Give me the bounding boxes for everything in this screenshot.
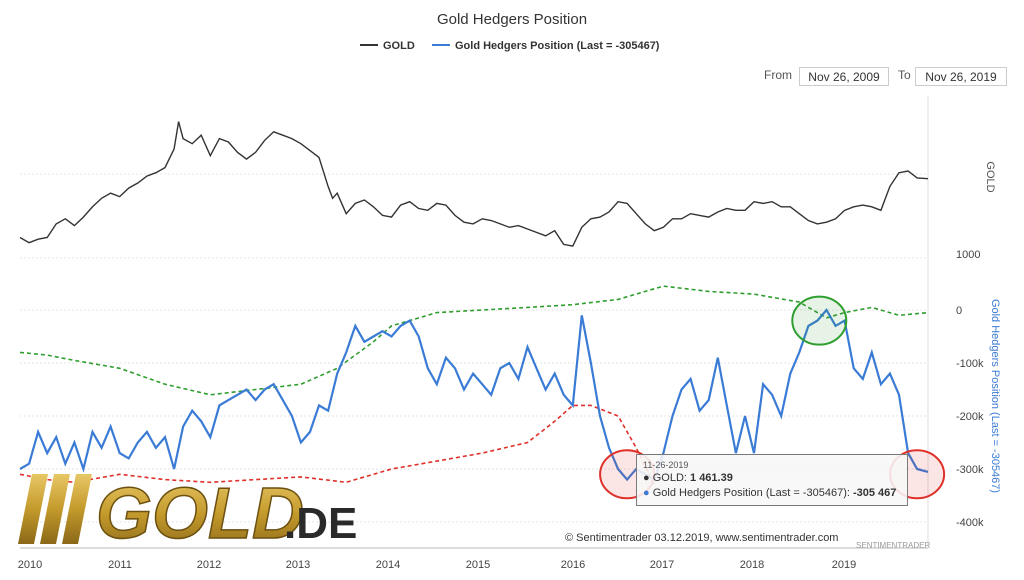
from-label: From bbox=[764, 68, 792, 82]
from-date-input[interactable]: Nov 26, 2009 bbox=[799, 67, 889, 86]
gold-de-logo: GOLD .DE bbox=[18, 473, 357, 550]
hedgers-axis-tick: 0 bbox=[956, 305, 962, 317]
gold-axis-tick: 1000 bbox=[956, 249, 980, 261]
gold-axis-title: GOLD bbox=[984, 161, 996, 192]
x-axis-tick: 2016 bbox=[561, 559, 585, 571]
legend-hedgers-label[interactable]: Gold Hedgers Position (Last = -305467) bbox=[455, 40, 660, 52]
annotation-circle bbox=[791, 295, 848, 346]
to-date-input[interactable]: Nov 26, 2019 bbox=[915, 67, 1007, 86]
hedgers-axis-title: Gold Hedgers Position (Last = -305467) bbox=[989, 299, 1001, 493]
to-label: To bbox=[898, 68, 911, 82]
logo-bars bbox=[18, 474, 92, 544]
x-axis-tick: 2010 bbox=[18, 559, 42, 571]
x-axis-tick: 2011 bbox=[108, 559, 132, 571]
series-line-red-dashed bbox=[19, 404, 656, 486]
watermark-text: SENTIMENTRADER bbox=[856, 541, 930, 550]
logo-suffix-text: .DE bbox=[284, 499, 357, 548]
series-line-hedgers[interactable] bbox=[19, 308, 929, 482]
hedgers-axis: 0 -100k -200k -300k -400k Gold Hedgers P… bbox=[956, 299, 1001, 529]
tooltip-hedgers-row: ● Gold Hedgers Position (Last = -305467)… bbox=[643, 487, 897, 499]
x-axis-tick: 2012 bbox=[197, 559, 221, 571]
series-line-green-dashed bbox=[19, 285, 929, 396]
x-axis-tick: 2017 bbox=[650, 559, 674, 571]
x-axis-tick: 2018 bbox=[740, 559, 764, 571]
tooltip: 11-26-2019 ● GOLD: 1 461.39 ● Gold Hedge… bbox=[636, 454, 908, 506]
tooltip-hedgers-value: -305 467 bbox=[852, 487, 897, 499]
x-axis-tick: 2015 bbox=[466, 559, 490, 571]
hedgers-axis-tick: -400k bbox=[956, 517, 984, 529]
x-axis-tick: 2019 bbox=[832, 559, 856, 571]
x-axis: 2010 2011 2012 2013 2014 2015 2016 2017 … bbox=[18, 559, 856, 571]
series-line-gold[interactable] bbox=[19, 121, 929, 247]
legend-gold-label[interactable]: GOLD bbox=[383, 40, 415, 52]
x-axis-tick: 2014 bbox=[376, 559, 400, 571]
tooltip-gold-row: ● GOLD: 1 461.39 bbox=[643, 472, 733, 484]
tooltip-date: 11-26-2019 bbox=[643, 460, 689, 470]
hedgers-axis-tick: -300k bbox=[956, 464, 984, 476]
x-axis-tick: 2013 bbox=[286, 559, 310, 571]
tooltip-gold-value: 1 461.39 bbox=[690, 472, 733, 484]
tooltip-hedgers-label: Gold Hedgers Position (Last = -305467): bbox=[652, 487, 850, 499]
gold-axis: 1000 GOLD bbox=[956, 161, 996, 261]
tooltip-gold-label: GOLD: bbox=[652, 472, 687, 484]
chart-title: Gold Hedgers Position bbox=[437, 11, 587, 28]
logo-main-text: GOLD bbox=[96, 474, 304, 550]
hedgers-axis-tick: -100k bbox=[956, 358, 984, 370]
series-layer bbox=[19, 121, 929, 486]
hedgers-axis-tick: -200k bbox=[956, 411, 984, 423]
legend: GOLD Gold Hedgers Position (Last = -3054… bbox=[360, 40, 660, 52]
credit-text: © Sentimentrader 03.12.2019, www.sentime… bbox=[565, 532, 838, 544]
